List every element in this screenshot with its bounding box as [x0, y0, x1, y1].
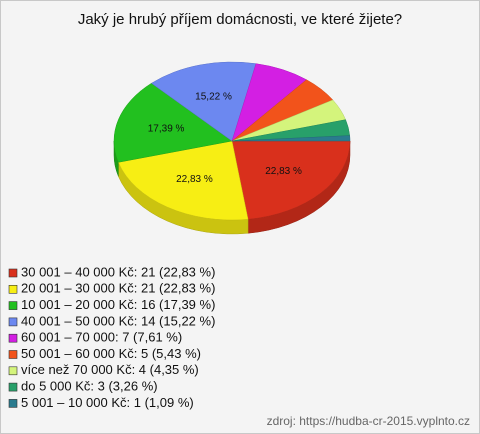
pie-slice [231, 135, 351, 142]
legend-label: 5 001 – 10 000 Kč: 1 (1,09 %) [21, 395, 194, 410]
legend-swatch [8, 333, 18, 343]
legend-swatch [8, 382, 18, 392]
legend-label: 50 001 – 60 000 Kč: 5 (5,43 %) [21, 346, 201, 361]
legend-label: do 5 000 Kč: 3 (3,26 %) [21, 379, 158, 394]
legend-swatch [8, 301, 18, 310]
source: zdroj: https://hudba-cr-2015.vyplnto.cz [267, 414, 470, 428]
legend-swatch [8, 268, 18, 278]
slice-label: 22,83 % [176, 174, 213, 185]
legend-swatch [8, 366, 18, 376]
chart-title: Jaký je hrubý příjem domácnosti, ve kter… [78, 11, 402, 28]
legend-label: 60 001 – 70 000: 7 (7,61 %) [21, 330, 182, 345]
legend-label: 10 001 – 20 000 Kč: 16 (17,39 %) [21, 297, 215, 312]
legend-swatch [8, 284, 18, 294]
legend-label: 40 001 – 50 000 Kč: 14 (15,22 %) [21, 313, 215, 328]
legend-swatch [8, 399, 18, 408]
pie-slice [151, 61, 257, 142]
pie-slice [231, 140, 351, 220]
slice-label: 22,83 % [265, 166, 302, 177]
legend-label: více než 70 000 Kč: 4 (4,35 %) [21, 362, 199, 377]
legend-swatch [8, 317, 18, 327]
legend-swatch [8, 350, 18, 359]
slice-label: 17,39 % [148, 123, 185, 134]
pie-slice [118, 140, 249, 221]
legend-label: 20 001 – 30 000 Kč: 21 (22,83 %) [21, 281, 215, 296]
legend-label: 30 001 – 40 000 Kč: 21 (22,83 %) [21, 264, 215, 279]
pie-slice [113, 82, 233, 163]
slice-label: 15,22 % [195, 92, 232, 103]
